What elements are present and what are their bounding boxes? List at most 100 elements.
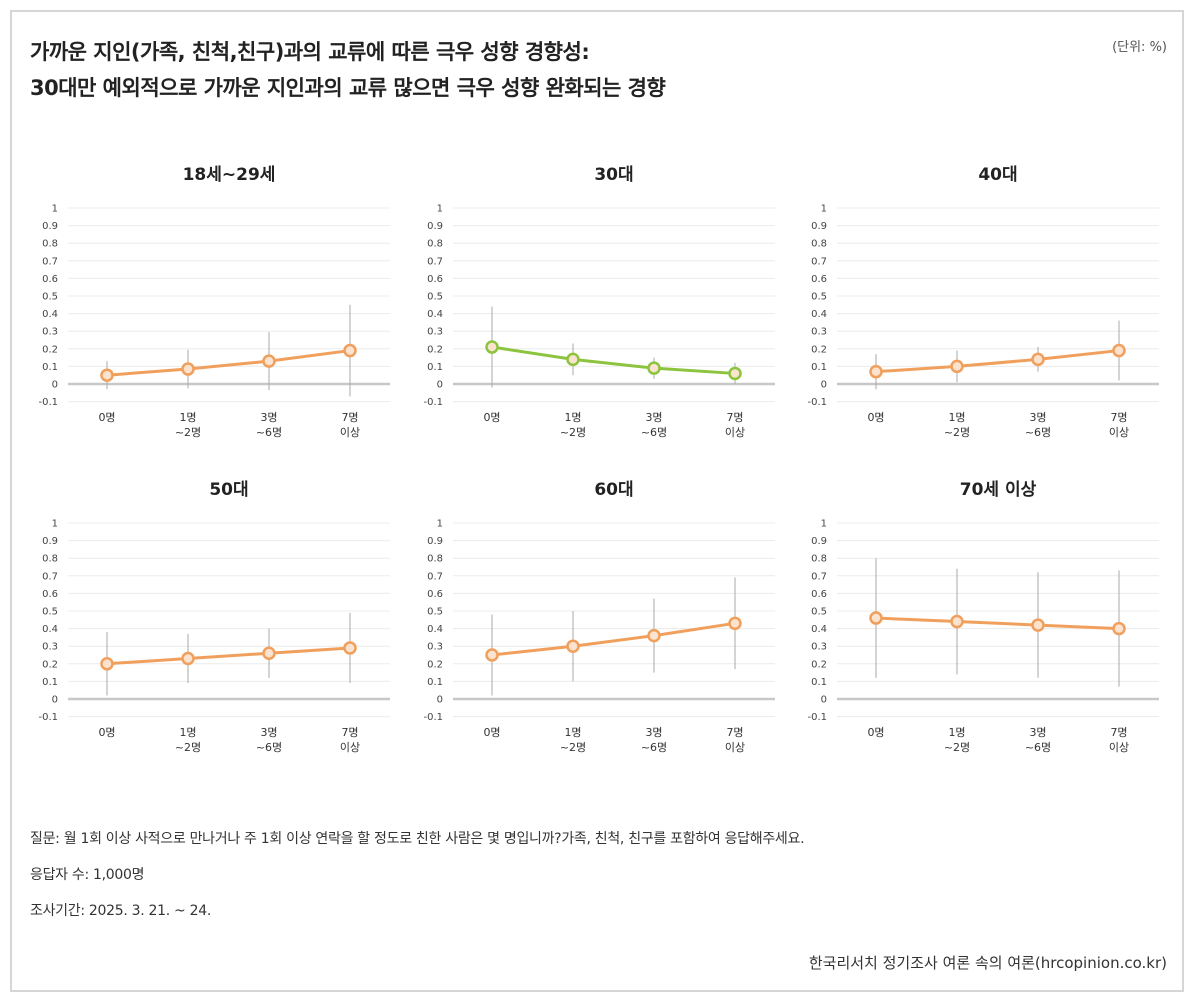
y-tick-label: 0.3 [42, 642, 58, 653]
y-tick-label: 0.2 [42, 659, 58, 670]
y-tick-label: 1 [437, 519, 443, 530]
y-tick-label: 0.7 [427, 571, 443, 582]
y-tick-label: 0 [437, 695, 443, 706]
x-tick-label: 7명 이상 [1108, 410, 1130, 439]
line [875, 349, 1120, 374]
marker [343, 343, 357, 358]
x-tick-label: 3명 ~6명 [255, 725, 283, 754]
y-tick-label: 1 [52, 519, 58, 530]
y-tick-label: 0.7 [811, 256, 827, 267]
y-tick-label: -0.1 [807, 397, 827, 408]
frame [10, 10, 1184, 992]
y-tick-label: 0.1 [811, 677, 827, 688]
x-tick-label: 1명 ~2명 [559, 725, 587, 754]
x-tick-label: 3명 ~6명 [255, 410, 283, 439]
x-tick-label: 7명 이상 [339, 410, 361, 439]
y-tick-label: 1 [52, 204, 58, 215]
y-tick-label: -0.1 [423, 397, 443, 408]
x-tick-label: 0명 [867, 410, 885, 424]
y-tick-label: 0.5 [42, 292, 58, 303]
y-tick-label: 0.4 [811, 624, 827, 635]
marker [100, 368, 114, 382]
y-tick-label: 0 [821, 695, 827, 706]
y-tick-label: 0.5 [811, 607, 827, 618]
y-tick-label: 0.4 [427, 624, 443, 635]
x-tick-label: 0명 [98, 725, 116, 739]
unit: (단위: %) [1112, 40, 1167, 55]
y-tick-label: 0.6 [811, 274, 827, 285]
x-tick-label: 1명 ~2명 [174, 410, 202, 439]
marker [566, 352, 580, 367]
marker [1112, 343, 1126, 358]
y-tick-label: 0.5 [42, 607, 58, 618]
y-tick-label: 0.5 [811, 292, 827, 303]
y-tick-label: 1 [437, 204, 443, 215]
marker [566, 639, 580, 653]
page-title: 가까운 지인(가족, 친척,친구)과의 교류에 따른 극우 성향 경향성: [30, 40, 590, 64]
y-tick-label: 0 [52, 380, 58, 391]
marker [728, 366, 742, 381]
y-tick-label: 0.4 [811, 309, 827, 320]
y-tick-label: 0.8 [42, 239, 58, 250]
x-tick-label: 7명 이상 [1108, 725, 1130, 754]
note: 조사기간: 2025. 3. 21. ~ 24. [30, 903, 211, 919]
marker [647, 628, 661, 643]
y-tick-label: 0.8 [811, 239, 827, 250]
x-tick-label: 1명 ~2명 [943, 410, 971, 439]
line [106, 349, 351, 377]
x-tick-label: 7명 이상 [339, 725, 361, 754]
y-tick-label: 0.4 [42, 624, 58, 635]
marker [262, 646, 276, 660]
x-tick-label: 0명 [483, 410, 501, 424]
y-tick-label: -0.1 [807, 712, 827, 723]
marker [262, 354, 276, 368]
y-tick-label: -0.1 [38, 712, 58, 723]
y-tick-label: 0.8 [42, 554, 58, 565]
chart-title: 30대 [594, 165, 633, 185]
y-tick-label: 0.4 [427, 309, 443, 320]
line [491, 345, 736, 375]
marker [485, 340, 499, 354]
y-tick-label: 0.9 [42, 536, 58, 547]
x-tick-label: 1명 ~2명 [559, 410, 587, 439]
y-tick-label: 0.3 [811, 642, 827, 653]
y-tick-label: 0.2 [811, 344, 827, 355]
marker [950, 614, 964, 629]
y-tick-label: 0.7 [811, 571, 827, 582]
y-tick-label: 0 [821, 380, 827, 391]
x-tick-label: 3명 ~6명 [640, 725, 668, 754]
marker [1031, 618, 1045, 632]
marker [728, 616, 742, 631]
y-tick-label: 0.3 [427, 642, 443, 653]
y-tick-label: 0.6 [42, 274, 58, 285]
chart-title: 50대 [209, 480, 248, 500]
y-tick-label: 0.1 [811, 362, 827, 373]
y-tick-label: 0.7 [427, 256, 443, 267]
y-tick-label: 0.9 [811, 536, 827, 547]
x-tick-label: 0명 [867, 725, 885, 739]
y-tick-label: 0.9 [42, 221, 58, 232]
x-tick-label: 3명 ~6명 [640, 410, 668, 439]
y-tick-label: 0.6 [427, 589, 443, 600]
y-tick-label: 0.1 [42, 677, 58, 688]
x-tick-label: 0명 [483, 725, 501, 739]
y-tick-label: 0.1 [427, 677, 443, 688]
x-tick-label: 7명 이상 [724, 725, 746, 754]
y-tick-label: 0.9 [811, 221, 827, 232]
y-tick-label: 0.2 [427, 659, 443, 670]
y-tick-label: 0 [437, 380, 443, 391]
y-tick-label: 0.5 [427, 607, 443, 618]
marker [100, 657, 114, 671]
marker [343, 641, 357, 655]
line [875, 616, 1120, 631]
note: 질문: 월 1회 이상 사적으로 만나거나 주 1회 이상 연락을 할 정도로 … [30, 831, 805, 847]
y-tick-label: 0.5 [427, 292, 443, 303]
marker [950, 359, 964, 374]
line [491, 621, 736, 657]
y-tick-label: 0.7 [42, 256, 58, 267]
y-tick-label: 0.6 [811, 589, 827, 600]
y-tick-label: -0.1 [423, 712, 443, 723]
marker [1112, 621, 1126, 636]
